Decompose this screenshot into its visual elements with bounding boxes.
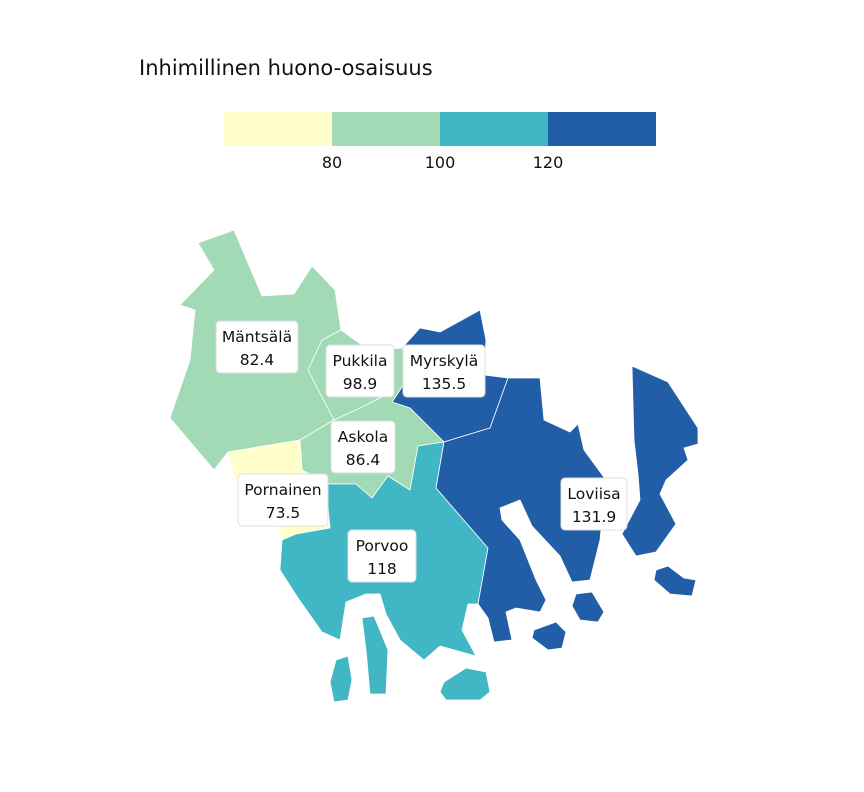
label-askola: Askola 86.4	[330, 420, 396, 474]
label-porvoo-value: 118	[367, 560, 397, 578]
region-loviisa-island-2[interactable]	[531, 621, 567, 651]
legend-tick-120: 120	[532, 153, 564, 172]
label-pornainen-value: 73.5	[266, 504, 301, 522]
region-loviisa-east[interactable]	[621, 365, 699, 557]
label-pornainen: Pornainen 73.5	[237, 473, 329, 527]
label-myrskyla: Myrskylä 135.5	[402, 344, 486, 398]
regions	[169, 229, 699, 703]
map-title: Inhimillinen huono-osaisuus	[139, 56, 433, 80]
region-porvoo-island-2[interactable]	[361, 615, 389, 695]
legend-bar	[224, 112, 656, 146]
label-pukkila-value: 98.9	[343, 375, 378, 393]
label-askola-name: Askola	[338, 428, 388, 446]
label-loviisa-value: 131.9	[572, 508, 616, 526]
label-myrskyla-name: Myrskylä	[410, 352, 478, 370]
label-askola-value: 86.4	[346, 451, 381, 469]
region-labels: Mäntsälä 82.4 Pukkila 98.9 Myrskylä 135.…	[215, 320, 628, 583]
label-pornainen-name: Pornainen	[244, 481, 321, 499]
region-porvoo-island-1[interactable]	[329, 655, 353, 703]
label-mantsala-value: 82.4	[240, 351, 275, 369]
legend-swatch-2	[332, 112, 440, 146]
region-loviisa-island-1[interactable]	[571, 591, 605, 623]
label-porvoo: Porvoo 118	[347, 529, 417, 583]
label-mantsala-name: Mäntsälä	[222, 328, 292, 346]
region-loviisa[interactable]	[435, 377, 607, 643]
legend-tick-80: 80	[321, 153, 343, 172]
label-loviisa-name: Loviisa	[567, 485, 620, 503]
legend-swatch-3	[440, 112, 548, 146]
label-pukkila: Pukkila 98.9	[325, 344, 395, 398]
label-mantsala: Mäntsälä 82.4	[215, 320, 299, 374]
legend-tick-100: 100	[424, 153, 456, 172]
label-loviisa: Loviisa 131.9	[560, 477, 628, 531]
label-pukkila-name: Pukkila	[333, 352, 388, 370]
legend-swatch-1	[224, 112, 332, 146]
legend-swatch-4	[548, 112, 656, 146]
region-porvoo-island-3[interactable]	[439, 667, 491, 701]
region-loviisa-island-3[interactable]	[653, 565, 697, 597]
label-myrskyla-value: 135.5	[422, 375, 466, 393]
label-porvoo-name: Porvoo	[356, 537, 409, 555]
